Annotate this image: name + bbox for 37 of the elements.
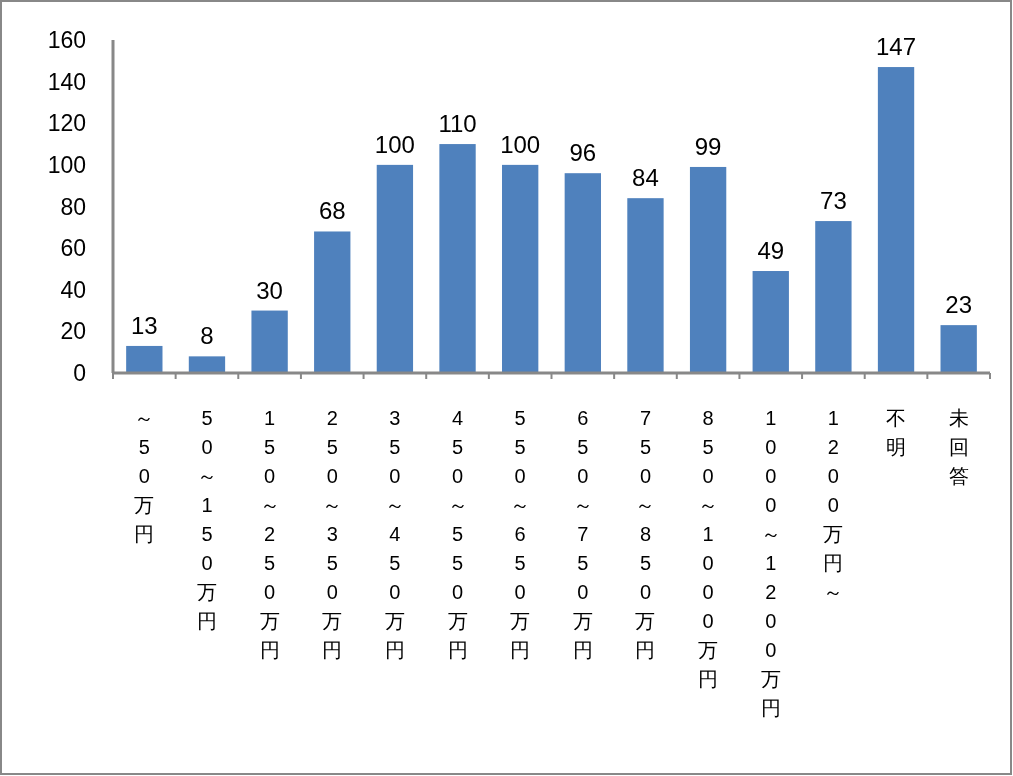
y-tick-label: 140 <box>47 68 86 95</box>
category-label: 350～450万円 <box>384 407 405 661</box>
data-label: 8 <box>200 322 214 350</box>
category-label: 450～550万円 <box>447 407 468 661</box>
data-label: 73 <box>820 187 847 215</box>
y-tick-label: 0 <box>73 360 86 386</box>
data-label: 13 <box>130 311 158 339</box>
category-label: 850～1000万円 <box>698 407 719 690</box>
category-label: 650～750万円 <box>572 407 593 661</box>
y-tick-label: 80 <box>60 193 86 220</box>
data-label: 96 <box>569 139 597 167</box>
data-label: 84 <box>632 164 659 192</box>
x-tick-label: 1200万円～ <box>823 407 844 603</box>
x-tick-label: 未回答 <box>948 407 969 487</box>
data-label: 100 <box>500 130 541 158</box>
x-tick-label: 不明 <box>886 407 907 458</box>
data-label: 68 <box>318 197 346 225</box>
category-label: 750～850万円 <box>635 407 656 661</box>
y-tick-label: 40 <box>60 276 86 303</box>
y-tick-label: 60 <box>60 235 86 262</box>
data-label: 49 <box>757 237 785 265</box>
category-label: 1000～1200万円 <box>760 407 781 719</box>
category-label: 550～650万円 <box>510 407 531 661</box>
category-label: 250～350万円 <box>322 407 343 661</box>
y-tick-label: 100 <box>47 151 86 178</box>
data-label: 23 <box>945 291 973 319</box>
y-tick-label: 20 <box>60 318 86 345</box>
data-label: 30 <box>256 276 283 304</box>
data-label: 147 <box>876 33 917 61</box>
x-tick-label: 50～150万円 <box>196 407 217 632</box>
y-tick-label: 160 <box>47 27 86 53</box>
y-tick-label: 120 <box>47 110 86 137</box>
category-label: 150～250万円 <box>259 407 280 661</box>
data-label: 110 <box>438 110 477 138</box>
data-label: 99 <box>694 132 722 160</box>
data-label: 100 <box>374 130 415 158</box>
x-tick-label: ～50万円 <box>134 407 155 545</box>
